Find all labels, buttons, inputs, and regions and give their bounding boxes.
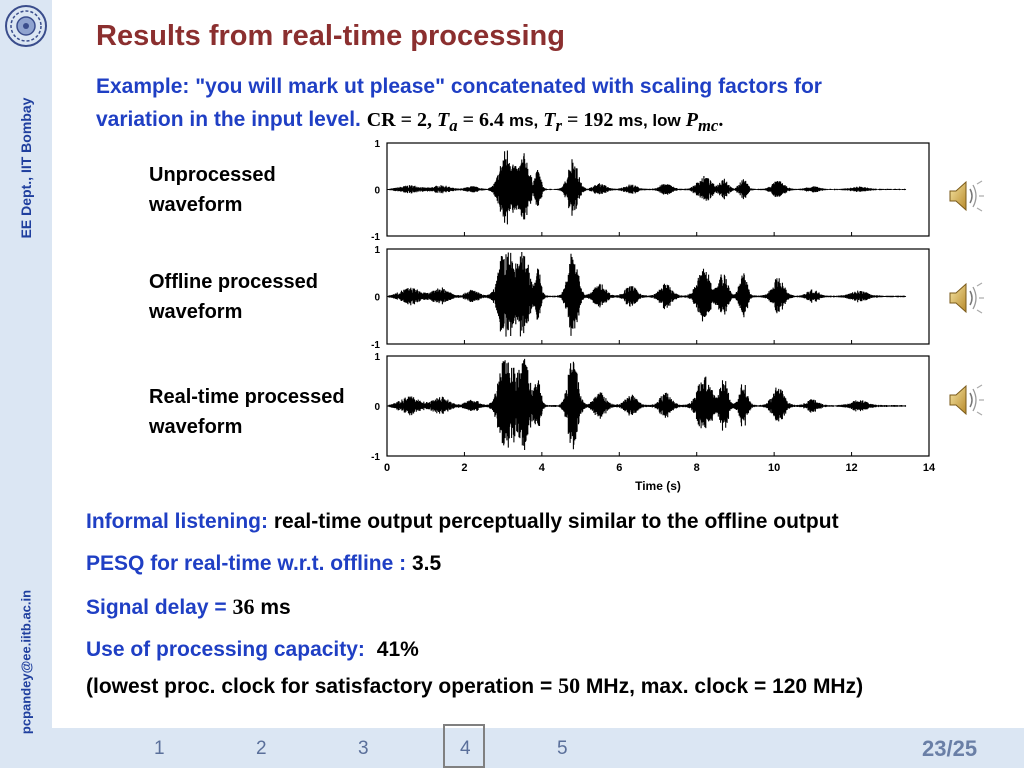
slide-number: 23/25 xyxy=(922,736,978,761)
clock-note: (lowest proc. clock for satisfactory ope… xyxy=(86,673,863,699)
speaker-icon-unprocessed[interactable] xyxy=(946,176,986,216)
y-tick-label: 0 xyxy=(374,293,380,304)
waveform-label-unprocessed: Unprocessed waveform xyxy=(149,160,276,220)
page-link-3[interactable]: 3 xyxy=(358,738,369,759)
waveform-signal xyxy=(388,252,907,337)
x-tick-label: 4 xyxy=(539,462,546,474)
y-tick-label: 1 xyxy=(374,352,380,363)
x-tick-label: 14 xyxy=(923,462,936,474)
clock-note-prefix: (lowest proc. clock for satisfactory ope… xyxy=(86,675,553,698)
author-email: pcpandey@ee.iitb.ac.in xyxy=(18,589,34,735)
release-time-unit: ms, low xyxy=(618,111,681,130)
attack-time-unit: ms, xyxy=(508,111,539,130)
signal-delay-label: Signal delay = xyxy=(86,596,227,619)
x-tick-label: 2 xyxy=(461,462,467,474)
current-page-indicator xyxy=(443,724,485,768)
y-tick-label: 1 xyxy=(374,245,380,256)
pesq-label: PESQ for real-time w.r.t. offline : xyxy=(86,552,407,575)
release-time-symbol: T xyxy=(543,109,556,131)
example-description: Example: "you will mark ut please" conca… xyxy=(96,70,976,142)
informal-listening-value: real-time output perceptually similar to… xyxy=(273,510,839,533)
processing-parameters: CR = 2, Ta = 6.4 ms, Tr = 192 ms, low Pm… xyxy=(366,109,724,135)
clock-note-number: 50 xyxy=(558,673,581,698)
waveform-panel-2: 1 0 -1 xyxy=(371,245,930,351)
waveform-label-line: waveform xyxy=(149,416,243,438)
waveform-label-line: waveform xyxy=(149,194,243,216)
pesq-value: 3.5 xyxy=(411,552,442,575)
waveform-signal xyxy=(388,150,907,225)
informal-listening-label: Informal listening: xyxy=(86,510,269,533)
y-tick-label: 0 xyxy=(374,402,380,413)
y-tick-label: 1 xyxy=(374,139,380,150)
pmc-period: . xyxy=(718,109,724,131)
example-line-2-text: variation in the input level. xyxy=(96,108,361,131)
example-line-2: variation in the input level. CR = 2, Ta… xyxy=(96,103,976,142)
release-time-subscript: r xyxy=(555,116,562,135)
y-tick-label: -1 xyxy=(371,340,380,351)
page-link-4[interactable]: 4 xyxy=(460,738,471,759)
attack-time-subscript: a xyxy=(449,116,458,135)
waveform-label-realtime: Real-time processed waveform xyxy=(149,382,345,442)
processing-capacity-value: 41% xyxy=(376,638,419,661)
pmc-subscript: mc xyxy=(697,116,719,135)
waveform-panel-1: 1 0 -1 xyxy=(371,139,930,243)
iit-bombay-logo xyxy=(4,4,48,48)
compression-ratio: CR = 2, xyxy=(366,109,433,131)
y-tick-label: 0 xyxy=(374,186,380,197)
x-tick-label: 0 xyxy=(384,462,390,474)
processing-capacity: Use of processing capacity: 41% xyxy=(86,638,419,662)
pesq-score: PESQ for real-time w.r.t. offline : 3.5 xyxy=(86,552,441,576)
release-time-value: = 192 xyxy=(566,109,614,131)
department-label: EE Dept., IIT Bombay xyxy=(18,97,34,239)
bottom-nav-bar xyxy=(52,728,1024,768)
waveform-signal xyxy=(388,358,907,450)
waveform-label-line: Unprocessed xyxy=(149,164,276,186)
signal-delay: Signal delay = 36 ms xyxy=(86,594,291,620)
x-tick-label: 6 xyxy=(616,462,622,474)
x-tick-label: 8 xyxy=(694,462,700,474)
speaker-icon-offline[interactable] xyxy=(946,278,986,318)
waveform-label-line: Offline processed xyxy=(149,271,318,293)
slide-title: Results from real-time processing xyxy=(96,20,565,52)
page-link-5[interactable]: 5 xyxy=(557,738,568,759)
page-link-1[interactable]: 1 xyxy=(154,738,165,759)
sidebar xyxy=(0,0,52,768)
speaker-icon-realtime[interactable] xyxy=(946,380,986,420)
example-line-1: Example: "you will mark ut please" conca… xyxy=(96,75,822,98)
page-link-2[interactable]: 2 xyxy=(256,738,267,759)
attack-time-value: = 6.4 xyxy=(462,109,504,131)
waveform-label-offline: Offline processed waveform xyxy=(149,267,318,327)
attack-time-symbol: T xyxy=(437,109,450,131)
x-tick-label: 10 xyxy=(768,462,780,474)
informal-listening: Informal listening: real-time output per… xyxy=(86,510,839,534)
waveform-label-line: waveform xyxy=(149,301,243,323)
signal-delay-number: 36 xyxy=(232,594,255,619)
x-tick-label: 12 xyxy=(845,462,857,474)
signal-delay-unit: ms xyxy=(260,596,291,619)
waveform-label-line: Real-time processed xyxy=(149,386,345,408)
clock-note-suffix: MHz, max. clock = 120 MHz) xyxy=(585,675,864,698)
y-tick-label: -1 xyxy=(371,232,380,243)
pmc-symbol: P xyxy=(685,109,698,131)
y-tick-label: -1 xyxy=(371,452,380,463)
x-axis-label: Time (s) xyxy=(635,479,681,493)
processing-capacity-label: Use of processing capacity: xyxy=(86,638,365,661)
waveform-panel-3: 1 0 -1 xyxy=(371,352,930,463)
